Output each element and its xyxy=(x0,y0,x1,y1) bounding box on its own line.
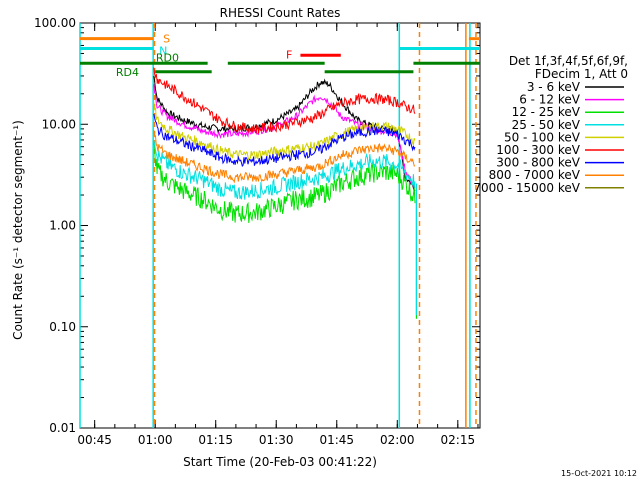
x-tick-label: 01:45 xyxy=(319,433,354,447)
x-tick-label: 02:15 xyxy=(441,433,476,447)
legend-title-line2: FDecim 1, Att 0 xyxy=(535,67,628,81)
flag-label-RD0: RD0 xyxy=(156,51,179,64)
legend-label: 800 - 7000 keV xyxy=(489,168,581,182)
y-tick-label: 10.00 xyxy=(42,117,76,131)
x-tick-label: 01:00 xyxy=(138,433,173,447)
legend-label: 300 - 800 keV xyxy=(496,156,580,170)
legend-label: 3 - 6 keV xyxy=(527,80,581,94)
x-tick-label: 02:00 xyxy=(380,433,415,447)
x-tick-label: 01:30 xyxy=(259,433,294,447)
legend: Det 1f,3f,4f,5f,6f,9f, FDecim 1, Att 0 3… xyxy=(473,54,628,195)
legend-label: 50 - 100 keV xyxy=(504,130,581,144)
series-line xyxy=(153,140,416,223)
x-axis-label: Start Time (20-Feb-03 00:41:22) xyxy=(183,455,377,469)
flag-label-N: N xyxy=(159,44,167,57)
y-axis-label: Count Rate (s⁻¹ detector segment⁻¹) xyxy=(11,120,25,340)
y-tick-label: 100.00 xyxy=(34,16,76,30)
flag-label-S: S xyxy=(163,33,170,46)
footer-date: 15-Oct-2021 10:12 xyxy=(561,469,637,478)
x-tick-label: 00:45 xyxy=(77,433,112,447)
x-tick-label: 01:15 xyxy=(198,433,233,447)
legend-label: 7000 - 15000 keV xyxy=(473,181,580,195)
legend-label: 12 - 25 keV xyxy=(512,105,581,119)
series-line xyxy=(153,140,416,200)
y-tick-label: 1.00 xyxy=(49,219,76,233)
series-line xyxy=(153,67,416,134)
y-tick-label: 0.01 xyxy=(49,421,76,435)
series-line xyxy=(153,75,416,193)
flag-label-F: F xyxy=(286,48,292,61)
legend-label: 25 - 50 keV xyxy=(512,118,581,132)
legend-label: 100 - 300 keV xyxy=(496,143,580,157)
legend-label: 6 - 12 keV xyxy=(519,93,581,107)
series-line xyxy=(153,129,416,184)
chart-title: RHESSI Count Rates xyxy=(220,6,341,20)
legend-title-line1: Det 1f,3f,4f,5f,6f,9f, xyxy=(509,54,628,68)
y-tick-label: 0.10 xyxy=(49,320,76,334)
flag-label-RD4: RD4 xyxy=(116,66,139,79)
series-line xyxy=(153,113,416,167)
